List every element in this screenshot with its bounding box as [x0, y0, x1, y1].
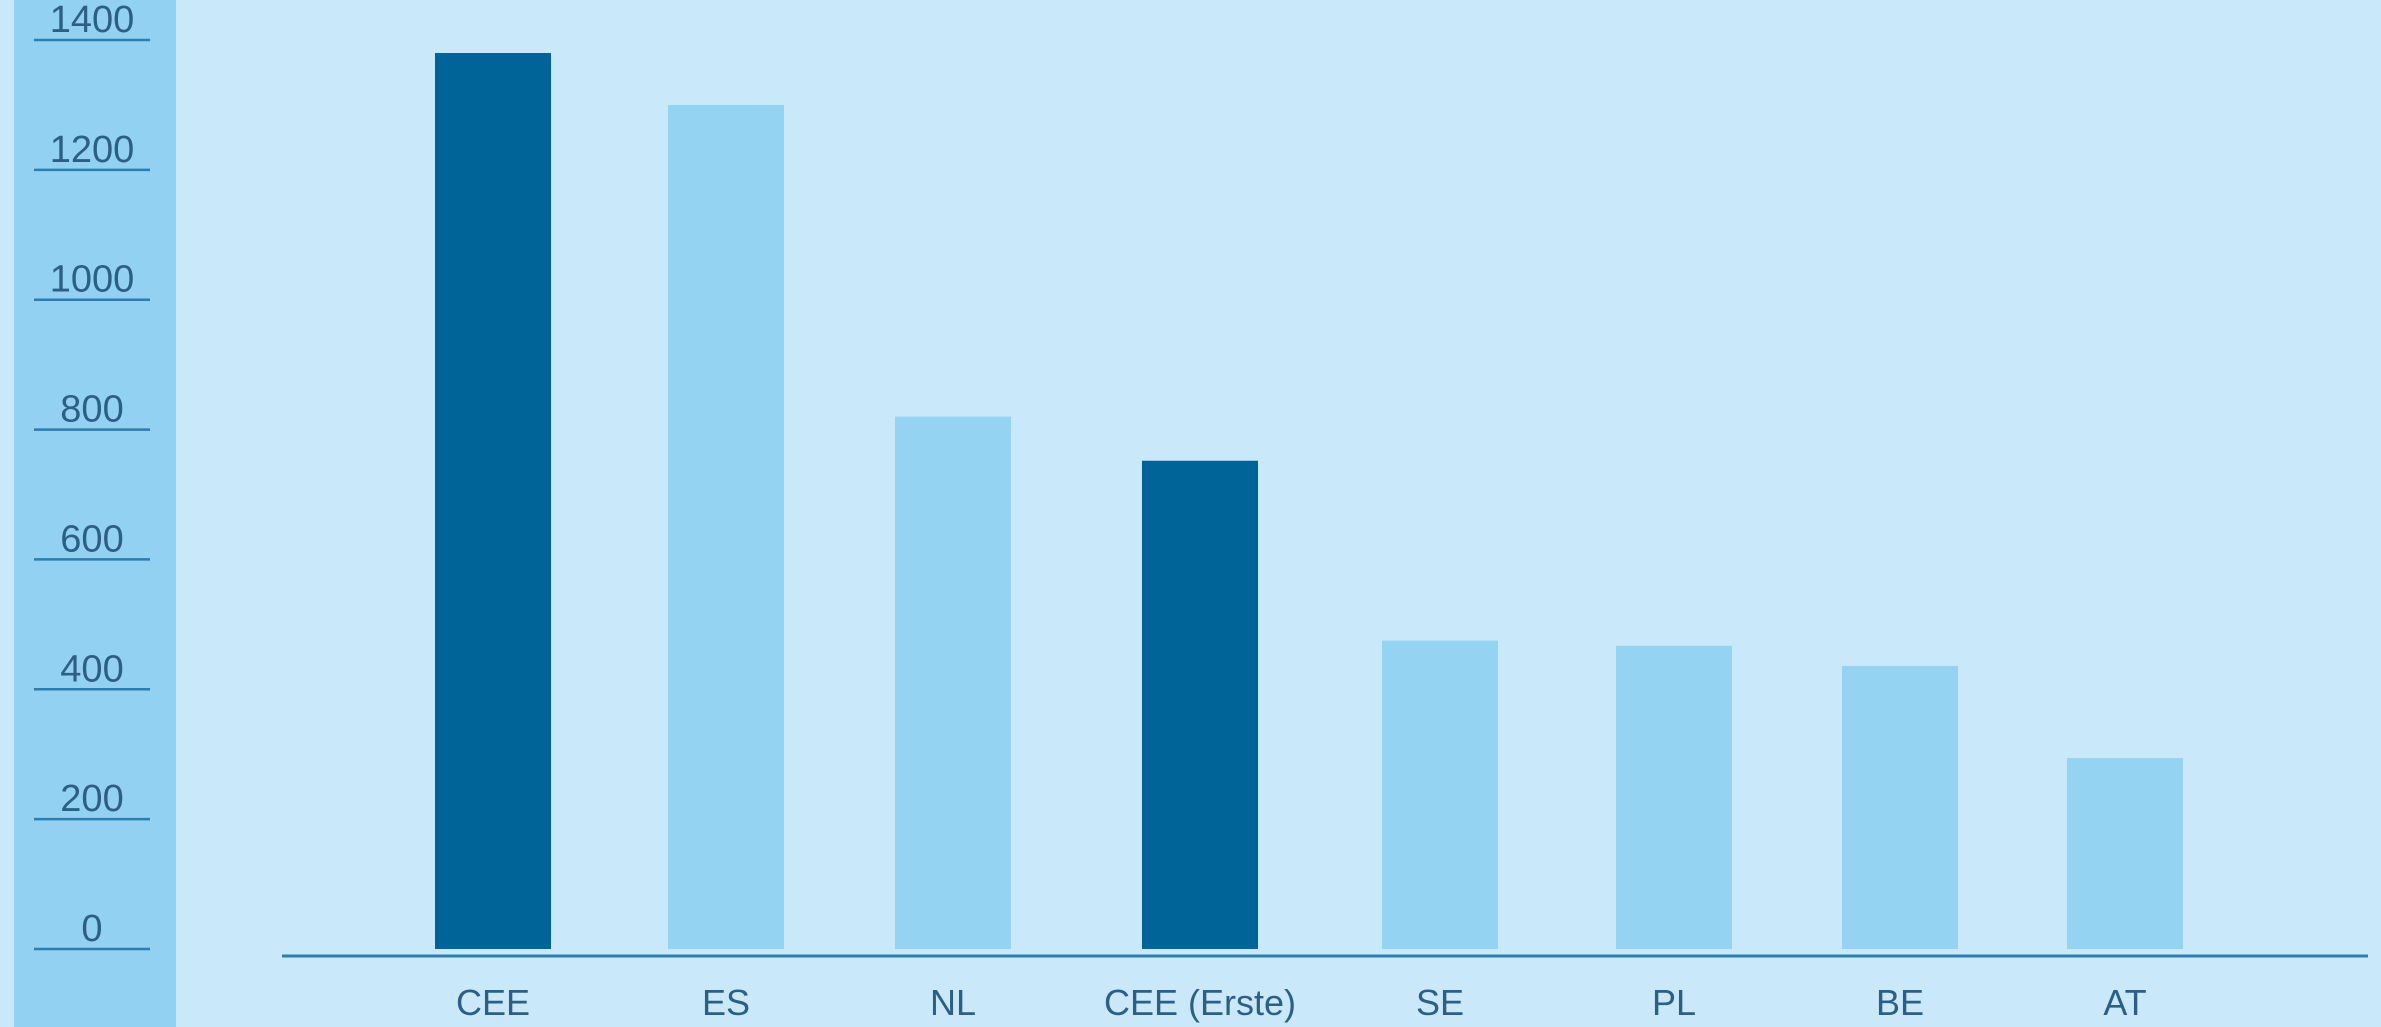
- y-tick-label: 1200: [50, 129, 135, 171]
- y-tick-label: 1000: [50, 259, 135, 301]
- bar-cee: [435, 52, 551, 949]
- bar-se: [1382, 640, 1498, 949]
- y-tick-label: 1400: [50, 0, 135, 41]
- bar-es: [668, 104, 784, 949]
- y-axis: 0 200 400 600 800 1000 1200 1400: [34, 0, 150, 951]
- x-category-label: AT: [2103, 982, 2146, 1023]
- bar-pl: [1616, 645, 1732, 949]
- x-category-label: SE: [1416, 982, 1464, 1023]
- x-category-label: CEE (Erste): [1104, 982, 1296, 1023]
- y-tick-label: 200: [60, 778, 123, 820]
- x-category-label: ES: [702, 982, 750, 1023]
- y-tick-label: 0: [81, 908, 102, 950]
- x-axis: CEE ES NL CEE (Erste) SE PL BE AT: [456, 982, 2147, 1023]
- x-category-label: NL: [930, 982, 976, 1023]
- y-tick-label: 800: [60, 389, 123, 431]
- bar-be: [1842, 665, 1958, 949]
- y-tick-label: 600: [60, 518, 123, 560]
- x-category-label: CEE: [456, 982, 530, 1023]
- y-axis-strip: [14, 0, 176, 1027]
- x-category-label: BE: [1876, 982, 1924, 1023]
- bar-nl: [895, 416, 1011, 950]
- bars-group: [435, 52, 2183, 950]
- bar-at: [2067, 758, 2183, 949]
- x-category-label: PL: [1652, 982, 1696, 1023]
- y-tick-label: 400: [60, 648, 123, 690]
- bar-cee-erste: [1142, 460, 1258, 949]
